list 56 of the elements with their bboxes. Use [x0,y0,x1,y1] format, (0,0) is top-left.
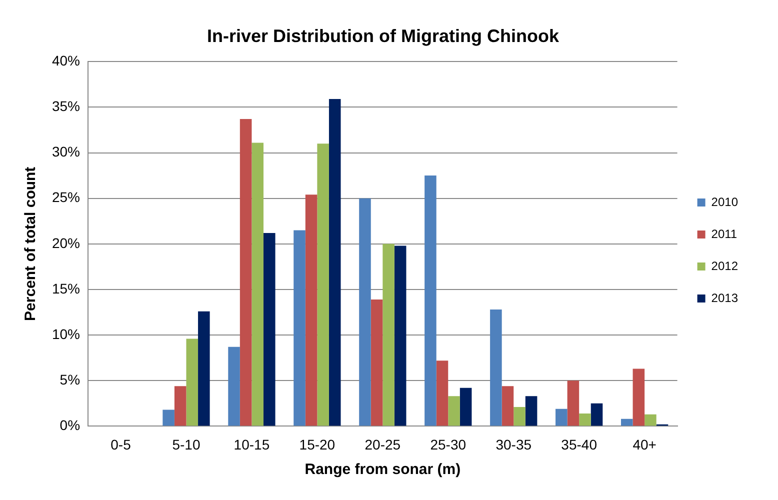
bar [620,418,633,426]
bar [186,338,198,426]
bar [632,368,645,426]
x-tick-label: 20-25 [364,436,401,452]
x-tick-label: 30-35 [496,436,532,452]
bar [370,300,383,426]
x-axis-title: Range from sonar (m) [304,461,461,478]
x-tick-label: 40+ [632,436,656,452]
bar [328,98,341,426]
bar [228,346,240,426]
bar [579,413,591,426]
bar [460,388,472,426]
bar [305,194,318,426]
y-tick-label: 0% [60,417,80,434]
y-tick-label: 40% [52,52,80,68]
y-axis-title: Percent of total count [22,166,40,321]
x-tick-label: 15-20 [299,436,336,452]
x-tick-label: 25-30 [430,436,466,452]
bar [394,246,406,426]
bar [317,144,329,426]
y-tick-label: 30% [52,144,80,160]
bar [162,410,174,426]
bar [263,232,276,426]
bar [174,386,186,426]
y-tick-label: 15% [52,280,80,296]
x-tick-label: 0-5 [110,436,132,452]
legend-label: 2010 [711,194,738,209]
legend-label: 2013 [711,290,738,305]
y-tick-label: 20% [52,234,80,251]
bar [436,360,448,426]
bar [448,396,460,426]
x-tick-label: 10-15 [234,436,270,452]
x-tick-label: 35-40 [561,436,598,452]
bar [359,198,371,426]
bar [294,230,306,426]
bar [490,310,502,426]
y-tick-label: 10% [52,326,80,342]
y-tick-label: 35% [52,98,80,114]
x-tick-label: 5-10 [172,436,200,452]
chart-title: In-river Distribution of Migrating Chinook [207,26,560,46]
legend-label: 2011 [711,226,738,241]
bar [240,119,252,426]
bar [556,408,568,426]
bar [382,244,394,426]
y-tick-label: 25% [52,189,80,206]
bar [644,414,656,426]
bar [590,403,603,426]
bar [525,396,538,426]
legend-label: 2012 [711,258,738,273]
bar [198,311,210,426]
bar [567,380,580,426]
bar [424,176,436,426]
y-tick-label: 5% [60,371,80,388]
bar [502,386,514,426]
bar [514,407,526,426]
bar [252,142,264,426]
